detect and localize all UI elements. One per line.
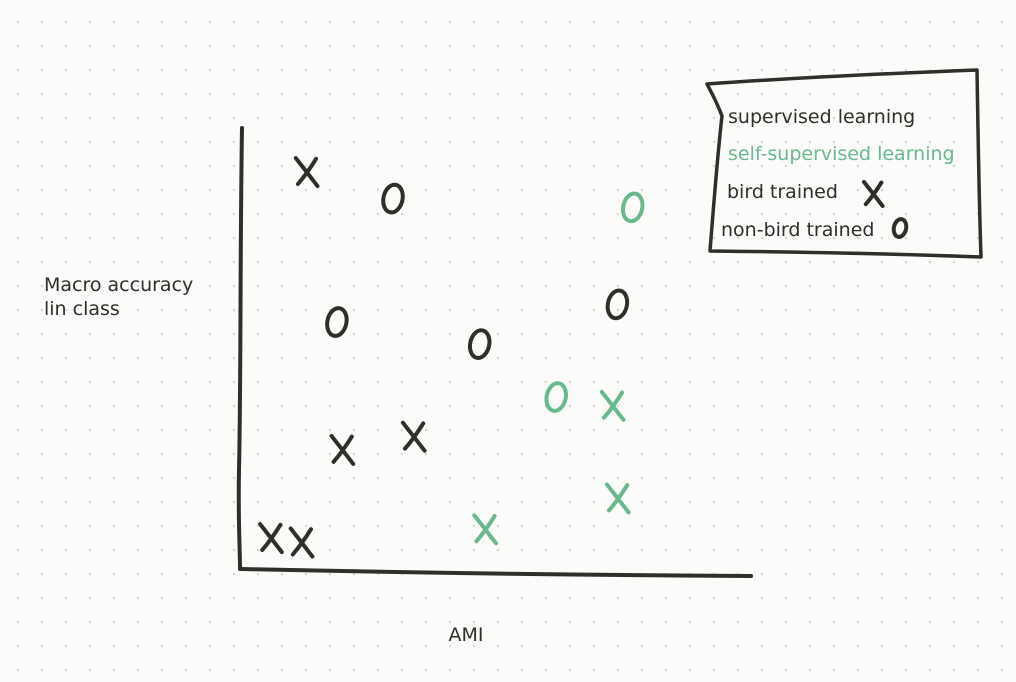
points-layer bbox=[258, 156, 645, 559]
data-point-0-0-x-marker bbox=[293, 156, 320, 189]
data-point-0-2-o-marker bbox=[325, 306, 349, 338]
data-point-0-6-x-marker bbox=[400, 420, 427, 453]
legend-label-non-bird-trained: non-bird trained bbox=[721, 219, 874, 241]
y-axis-line bbox=[236, 126, 244, 570]
legend-label-supervised: supervised learning bbox=[728, 106, 915, 128]
x-axis-label: AMI bbox=[449, 624, 484, 646]
data-point-0-3-o-marker bbox=[467, 328, 492, 360]
legend-x-marker-icon bbox=[862, 180, 885, 208]
y-axis-label-line-1: Macro accuracy bbox=[44, 274, 194, 296]
data-point-1-2-x-marker bbox=[599, 389, 626, 422]
data-point-0-1-o-marker bbox=[381, 182, 405, 215]
legend-label-self-supervised: self-supervised learning bbox=[728, 143, 955, 165]
data-point-1-3-x-marker bbox=[604, 482, 631, 515]
data-point-0-8-x-marker bbox=[288, 526, 315, 559]
data-point-0-7-x-marker bbox=[258, 522, 284, 555]
legend-label-bird-trained: bird trained bbox=[727, 181, 838, 203]
x-axis-line bbox=[238, 567, 753, 578]
legend-o-marker-icon bbox=[891, 217, 909, 239]
legend-box bbox=[705, 68, 983, 259]
data-point-0-4-o-marker bbox=[605, 288, 630, 321]
legend: supervised learning self-supervised lear… bbox=[705, 68, 983, 259]
y-axis-label-line-2: lin class bbox=[44, 298, 120, 320]
data-point-1-4-x-marker bbox=[472, 513, 498, 546]
data-point-0-5-x-marker bbox=[329, 433, 356, 466]
data-point-1-1-o-marker bbox=[544, 381, 568, 413]
data-point-1-0-o-marker bbox=[620, 191, 645, 224]
